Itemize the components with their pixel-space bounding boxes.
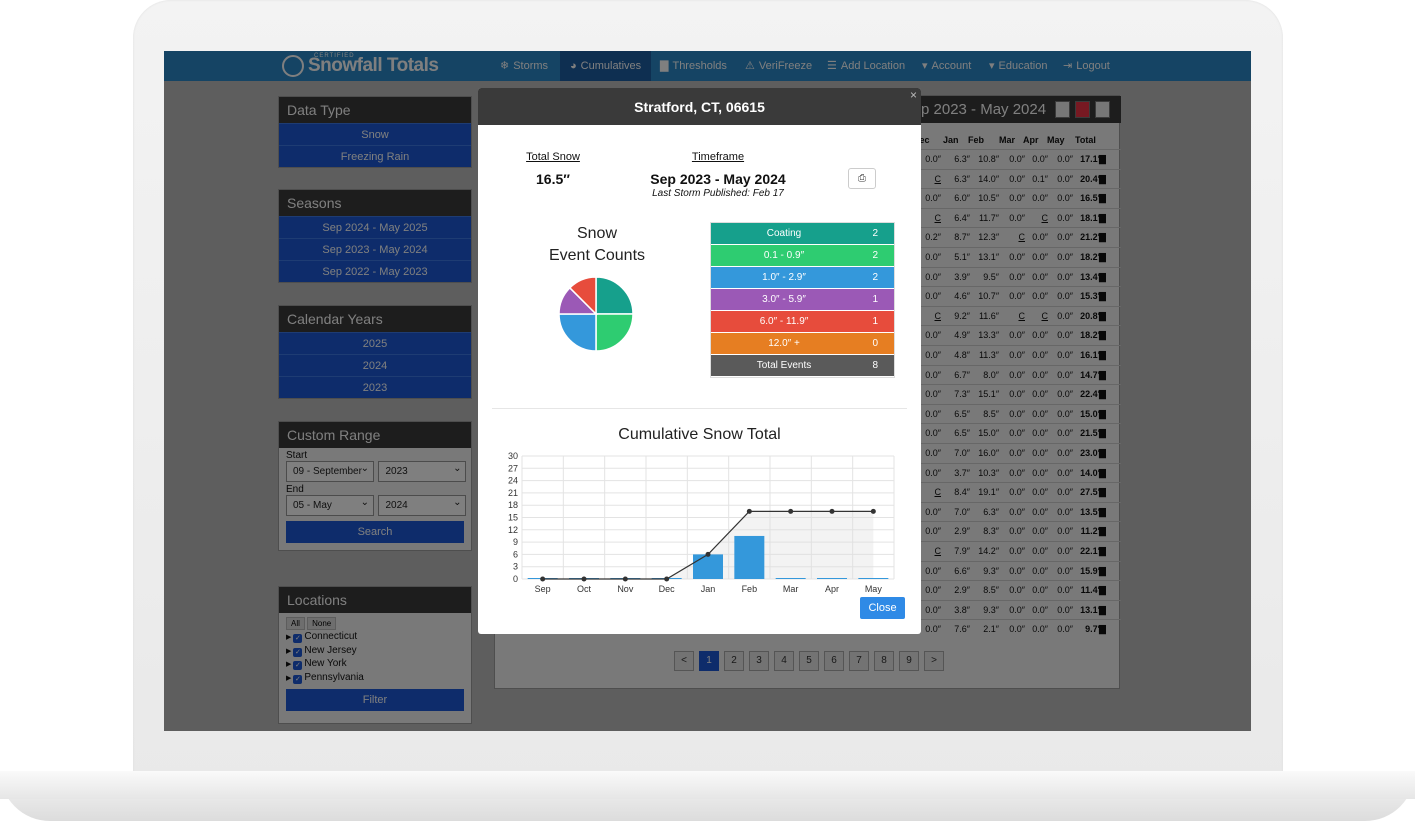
x-tick-label: Oct: [577, 584, 592, 594]
legend-label: Total Events: [756, 360, 812, 371]
pie-slice[interactable]: [595, 313, 634, 352]
cumulative-area: [542, 511, 874, 579]
x-tick-label: Sep: [535, 584, 551, 594]
cumulative-chart-title: Cumulative Snow Total: [618, 426, 781, 443]
line-point[interactable]: [581, 576, 587, 582]
print-button[interactable]: ⎙: [848, 168, 876, 189]
total-snow-value: 16.5″: [536, 171, 570, 187]
y-tick-label: 12: [508, 525, 518, 535]
legend-row: Coating 2: [711, 223, 894, 245]
event-count-legend: Coating 2 0.1 - 0.9″ 2 1.0″ - 2.9″ 2 3.0″ - 5.…: [710, 222, 895, 378]
location-modal: Stratford, CT, 06615 × Total Snow 16.5″ …: [478, 88, 921, 634]
legend-row: 6.0″ - 11.9″ 1: [711, 311, 894, 333]
pie-title-line-2: Event Counts: [548, 247, 646, 264]
legend-count: 0: [872, 338, 878, 349]
legend-count: 2: [872, 228, 878, 239]
y-tick-label: 18: [508, 500, 518, 510]
bar[interactable]: [817, 578, 847, 579]
cumulative-snow-chart: 0 3 6 9 12 15 18 21 24 27 30 Sep Oct Nov Dec Jan Feb Mar A…: [508, 451, 895, 594]
y-tick-label: 6: [513, 549, 518, 559]
print-icon: ⎙: [858, 173, 866, 184]
line-point[interactable]: [829, 508, 835, 514]
legend-row: Total Events 8: [711, 355, 894, 377]
y-tick-label: 21: [508, 488, 518, 498]
pie-slice[interactable]: [595, 276, 634, 315]
line-point[interactable]: [788, 508, 794, 514]
legend-label: 6.0″ - 11.9″: [759, 316, 809, 327]
modal-divider: [492, 408, 907, 409]
legend-count: 8: [872, 360, 878, 371]
laptop-base-lip: [0, 771, 1415, 799]
x-tick-label: Dec: [659, 584, 676, 594]
bar[interactable]: [693, 554, 723, 579]
timeframe-value: Sep 2023 - May 2024: [650, 171, 786, 187]
legend-row: 0.1 - 0.9″ 2: [711, 245, 894, 267]
x-tick-label: Feb: [742, 584, 758, 594]
legend-row: 12.0″ + 0: [711, 333, 894, 355]
x-tick-label: Jan: [701, 584, 716, 594]
modal-title: Stratford, CT, 06615: [478, 88, 921, 125]
legend-label: 12.0″ +: [768, 338, 800, 349]
legend-row: 1.0″ - 2.9″ 2: [711, 267, 894, 289]
bar[interactable]: [734, 535, 765, 579]
legend-label: 1.0″ - 2.9″: [762, 272, 806, 283]
legend-count: 2: [872, 272, 878, 283]
bar[interactable]: [775, 578, 806, 579]
bar[interactable]: [858, 578, 889, 579]
y-tick-label: 9: [513, 537, 518, 547]
legend-count: 1: [872, 294, 878, 305]
close-button[interactable]: Close: [860, 597, 905, 619]
y-tick-label: 3: [513, 562, 518, 572]
legend-count: 2: [872, 250, 878, 261]
y-tick-label: 0: [513, 574, 518, 584]
x-tick-label: Nov: [617, 584, 634, 594]
pie-slice[interactable]: [558, 313, 597, 352]
line-point[interactable]: [746, 508, 752, 514]
y-tick-label: 15: [508, 513, 518, 523]
y-tick-label: 27: [508, 463, 518, 473]
x-tick-label: May: [865, 584, 883, 594]
last-storm-published: Last Storm Published: Feb 17: [652, 188, 784, 199]
line-point[interactable]: [664, 576, 670, 582]
pie-title-line-1: Snow: [576, 225, 618, 242]
legend-label: Coating: [766, 228, 802, 239]
legend-label: 3.0″ - 5.9″: [762, 294, 806, 305]
app-screen: CERTIFIED Snowfall Totals ❄Storms◕Cumula…: [164, 51, 1251, 731]
pie-slice[interactable]: [568, 276, 597, 316]
legend-count: 1: [872, 316, 878, 327]
line-point[interactable]: [622, 576, 628, 582]
y-tick-label: 30: [508, 451, 518, 461]
line-point[interactable]: [540, 576, 546, 582]
pie-chart-title: Snow Event Counts: [522, 223, 672, 267]
x-tick-label: Mar: [783, 584, 799, 594]
total-snow-label: Total Snow: [526, 151, 580, 163]
timeframe-label: Timeframe: [691, 151, 745, 163]
x-tick-label: Apr: [825, 584, 839, 594]
y-tick-label: 24: [508, 476, 518, 486]
line-point[interactable]: [870, 508, 876, 514]
line-point[interactable]: [705, 551, 711, 557]
close-icon[interactable]: ×: [909, 88, 917, 102]
snow-event-pie-chart: [558, 276, 634, 352]
legend-label: 0.1 - 0.9″: [763, 250, 805, 261]
legend-row: 3.0″ - 5.9″ 1: [711, 289, 894, 311]
